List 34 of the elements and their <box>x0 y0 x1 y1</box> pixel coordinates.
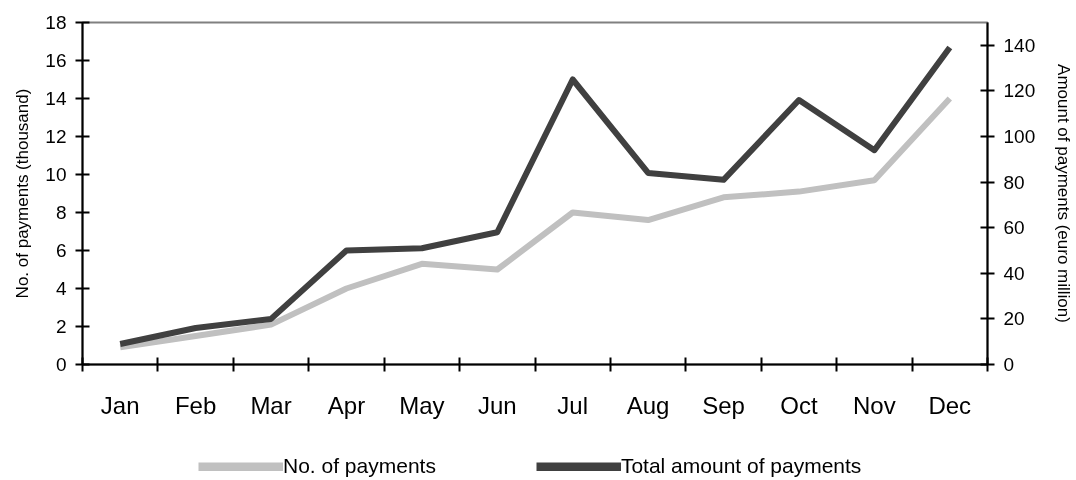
x-tick-label: May <box>399 391 445 419</box>
y2-tick-label: 120 <box>1003 80 1036 102</box>
y-tick-label: 4 <box>55 278 67 299</box>
x-tick-label: Dec <box>928 391 972 419</box>
y-tick-label: 12 <box>45 126 67 147</box>
y2-axis-title: Amount of payments (euro million) <box>1054 64 1074 323</box>
legend-label: Total amount of payments <box>620 454 862 478</box>
x-tick-label: Aug <box>626 391 670 419</box>
legend-label: No. of payments <box>283 454 436 478</box>
x-tick-label: Mar <box>250 391 292 419</box>
y-tick-label: 2 <box>55 316 67 337</box>
y2-tick-label: 40 <box>1003 262 1025 284</box>
y2-tick-label: 80 <box>1003 171 1025 193</box>
y2-tick-label: 0 <box>1003 354 1015 375</box>
x-tick-label: Feb <box>174 391 217 419</box>
y-tick-label: 0 <box>55 354 67 375</box>
y-tick-label: 18 <box>45 12 67 33</box>
x-tick-label: Apr <box>327 391 366 419</box>
x-tick-label: Oct <box>780 391 818 419</box>
x-tick-label: Jan <box>100 391 140 419</box>
y-tick-label: 14 <box>45 88 67 109</box>
x-tick-label: Nov <box>853 391 896 419</box>
x-tick-label: Jun <box>477 391 517 419</box>
y2-tick-label: 100 <box>1003 126 1036 147</box>
y-tick-label: 16 <box>45 50 67 71</box>
y-tick-label: 8 <box>55 202 67 223</box>
y2-tick-label: 140 <box>1003 34 1036 56</box>
y-tick-label: 10 <box>45 164 67 185</box>
y-axis-title: No. of payments (thousand) <box>13 88 33 299</box>
x-tick-label: Jul <box>557 391 589 419</box>
x-tick-label: Sep <box>702 391 745 419</box>
y2-tick-label: 60 <box>1003 217 1025 239</box>
y-tick-label: 6 <box>55 240 67 261</box>
y2-tick-label: 20 <box>1003 308 1025 330</box>
